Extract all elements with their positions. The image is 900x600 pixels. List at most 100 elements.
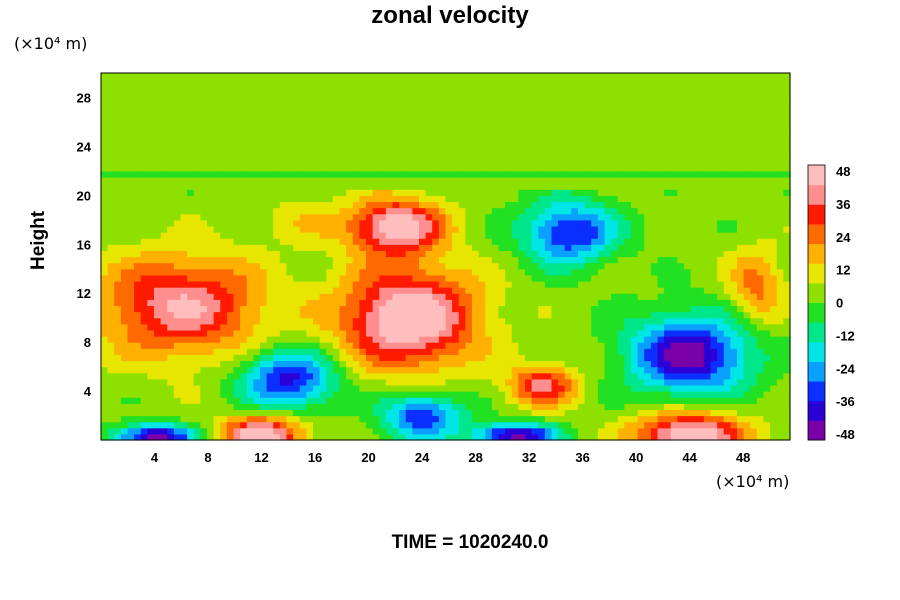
- contour-cell: [207, 421, 215, 429]
- contour-cell: [366, 201, 374, 209]
- contour-cell: [240, 329, 248, 337]
- contour-cell: [399, 225, 407, 233]
- contour-cell: [472, 403, 480, 411]
- contour-cell: [253, 207, 261, 215]
- contour-cell: [558, 158, 566, 166]
- contour-cell: [584, 354, 592, 362]
- contour-cell: [432, 348, 440, 355]
- contour-cell: [584, 250, 592, 258]
- contour-cell: [319, 329, 327, 337]
- contour-cell: [498, 207, 506, 215]
- contour-cell: [299, 336, 307, 343]
- contour-cell: [306, 305, 314, 313]
- contour-cell: [432, 293, 440, 300]
- contour-cell: [372, 183, 380, 190]
- contour-cell: [538, 378, 546, 386]
- contour-cell: [465, 280, 473, 288]
- contour-cell: [578, 85, 586, 92]
- contour-cell: [173, 232, 182, 239]
- contour-cell: [299, 262, 307, 270]
- contour-cell: [120, 219, 129, 227]
- contour-cell: [498, 391, 506, 398]
- contour-cell: [578, 378, 586, 386]
- contour-cell: [385, 244, 394, 251]
- contour-cell: [425, 287, 433, 294]
- contour-cell: [637, 421, 645, 429]
- contour-cell: [564, 115, 572, 123]
- contour-cell: [419, 140, 427, 147]
- contour-cell: [525, 97, 533, 105]
- contour-cell: [432, 311, 440, 319]
- contour-cell: [564, 384, 572, 392]
- contour-cell: [584, 183, 592, 190]
- contour-cell: [458, 366, 466, 374]
- contour-cell: [293, 378, 301, 386]
- contour-cell: [452, 378, 460, 386]
- contour-cell: [306, 164, 314, 172]
- contour-cell: [544, 213, 553, 221]
- contour-cell: [597, 183, 606, 190]
- contour-cell: [299, 244, 307, 251]
- contour-cell: [544, 73, 553, 80]
- contour-cell: [405, 79, 413, 86]
- contour-cell: [273, 299, 281, 307]
- contour-cell: [279, 433, 288, 441]
- contour-cell: [339, 140, 347, 147]
- contour-cell: [505, 280, 513, 288]
- contour-cell: [432, 176, 440, 184]
- contour-cell: [445, 79, 453, 86]
- contour-cell: [213, 176, 221, 184]
- contour-cell: [525, 391, 533, 398]
- contour-cell: [399, 391, 407, 398]
- contour-cell: [226, 262, 235, 270]
- contour-cell: [385, 121, 394, 129]
- contour-cell: [445, 109, 453, 117]
- contour-cell: [286, 115, 294, 123]
- contour-cell: [260, 366, 268, 374]
- contour-cell: [154, 427, 162, 435]
- contour-cell: [293, 213, 301, 221]
- contour-cell: [405, 378, 413, 386]
- contour-cell: [127, 152, 135, 160]
- contour-cell: [319, 201, 327, 209]
- contour-cell: [631, 170, 639, 178]
- contour-cell: [491, 121, 500, 129]
- contour-cell: [584, 268, 592, 276]
- contour-cell: [253, 360, 261, 368]
- contour-cell: [352, 109, 360, 117]
- contour-cell: [286, 109, 294, 117]
- contour-cell: [597, 348, 606, 355]
- contour-cell: [617, 372, 625, 380]
- contour-cell: [286, 152, 294, 160]
- contour-cell: [571, 372, 579, 380]
- contour-cell: [544, 274, 553, 282]
- contour-cell: [571, 433, 579, 441]
- contour-cell: [438, 170, 447, 178]
- contour-cell: [379, 323, 387, 331]
- contour-cell: [438, 360, 447, 368]
- contour-cell: [531, 164, 539, 172]
- contour-cell: [611, 195, 619, 203]
- contour-cell: [293, 262, 301, 270]
- contour-cell: [246, 354, 254, 362]
- contour-cell: [220, 121, 228, 129]
- contour-cell: [531, 256, 539, 264]
- contour-cell: [246, 323, 254, 331]
- contour-cell: [127, 262, 135, 270]
- contour-cell: [611, 274, 619, 282]
- contour-cell: [107, 219, 115, 227]
- contour-cell: [339, 348, 347, 355]
- contour-cell: [140, 329, 148, 337]
- contour-cell: [525, 256, 533, 264]
- contour-cell: [419, 293, 427, 300]
- contour-cell: [173, 317, 182, 325]
- contour-cell: [405, 201, 413, 209]
- contour-cell: [399, 207, 407, 215]
- contour-cell: [405, 158, 413, 166]
- contour-cell: [597, 336, 606, 343]
- contour-cell: [637, 378, 645, 386]
- contour-cell: [313, 109, 321, 117]
- contour-cell: [498, 360, 506, 368]
- contour-cell: [173, 128, 182, 135]
- contour-cell: [637, 244, 645, 251]
